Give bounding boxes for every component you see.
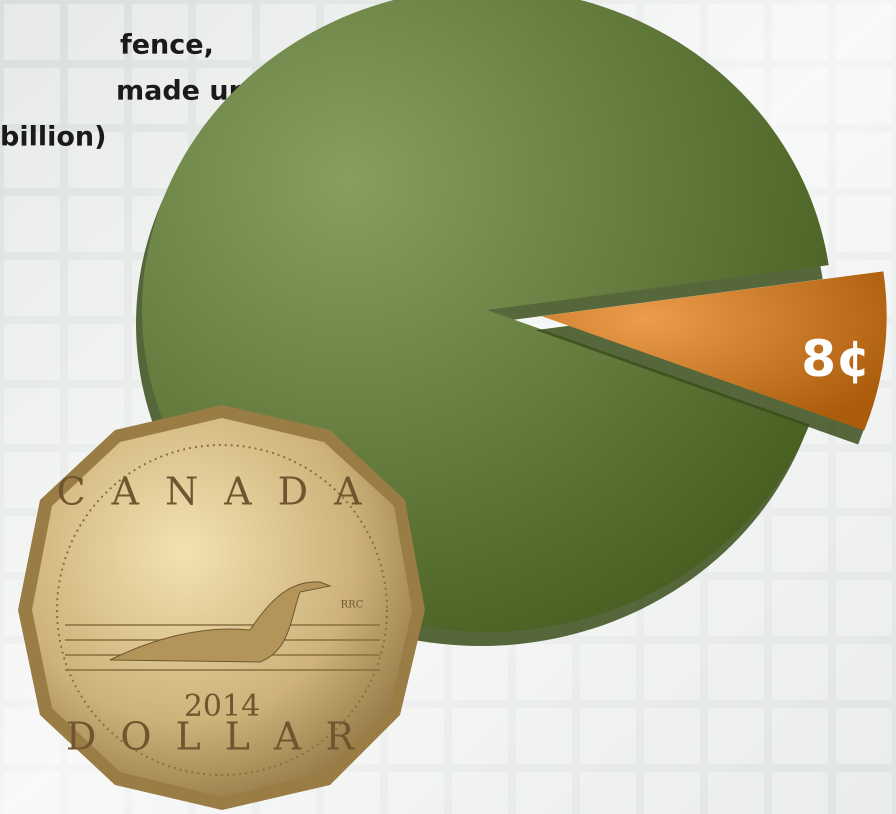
coin-year: 2014 (184, 689, 260, 724)
coin-denomination: DOLLAR (66, 715, 378, 759)
coin-initials: RRC (341, 600, 364, 611)
coin: CANADA DOLLAR 2014 RRC (18, 405, 425, 810)
coin-loon (109, 581, 332, 663)
coin-face (32, 418, 412, 797)
annotation-line: billion) (0, 122, 106, 153)
pie-slice-shade (541, 271, 887, 431)
annotation-line: fence, (120, 30, 214, 61)
coin-beads (56, 444, 388, 776)
coin-country: CANADA (56, 470, 387, 514)
value-label: 8¢ (801, 330, 871, 388)
